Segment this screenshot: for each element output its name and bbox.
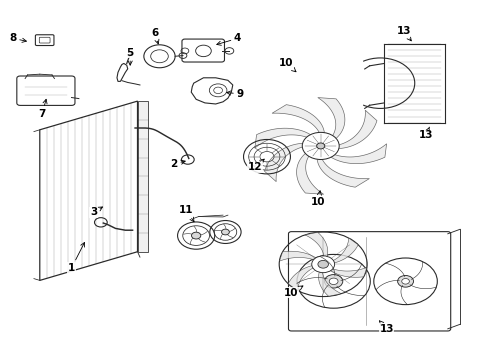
Text: 13: 13	[396, 26, 411, 41]
Text: 4: 4	[217, 33, 242, 45]
Polygon shape	[305, 232, 328, 258]
Circle shape	[397, 275, 414, 287]
Polygon shape	[329, 267, 367, 277]
Circle shape	[192, 232, 201, 239]
Text: 13: 13	[418, 127, 433, 140]
Polygon shape	[288, 265, 315, 291]
Circle shape	[324, 275, 343, 288]
Text: 11: 11	[179, 206, 194, 222]
Text: 6: 6	[151, 28, 159, 44]
Text: 7: 7	[39, 99, 47, 119]
Polygon shape	[255, 128, 315, 148]
Text: 2: 2	[171, 159, 185, 169]
Polygon shape	[272, 105, 324, 138]
Polygon shape	[265, 143, 309, 182]
Circle shape	[312, 256, 335, 273]
Polygon shape	[317, 154, 369, 187]
Polygon shape	[332, 238, 358, 263]
Polygon shape	[138, 101, 148, 252]
Text: 10: 10	[284, 286, 303, 298]
Polygon shape	[279, 251, 317, 261]
Polygon shape	[296, 150, 324, 194]
Text: 12: 12	[247, 159, 264, 172]
Text: 10: 10	[311, 191, 325, 207]
Text: 3: 3	[90, 207, 102, 217]
Text: 9: 9	[227, 89, 244, 99]
Circle shape	[317, 143, 325, 149]
Text: 8: 8	[9, 33, 26, 43]
Text: 5: 5	[126, 48, 134, 65]
Text: 10: 10	[279, 58, 296, 72]
Text: 1: 1	[68, 243, 84, 273]
Polygon shape	[326, 144, 387, 164]
Circle shape	[318, 260, 328, 268]
Polygon shape	[318, 271, 342, 296]
Text: 13: 13	[379, 321, 394, 334]
Circle shape	[402, 279, 409, 284]
Polygon shape	[332, 110, 377, 149]
Circle shape	[329, 278, 338, 284]
Circle shape	[221, 229, 229, 235]
Polygon shape	[318, 98, 345, 142]
Circle shape	[302, 132, 339, 159]
